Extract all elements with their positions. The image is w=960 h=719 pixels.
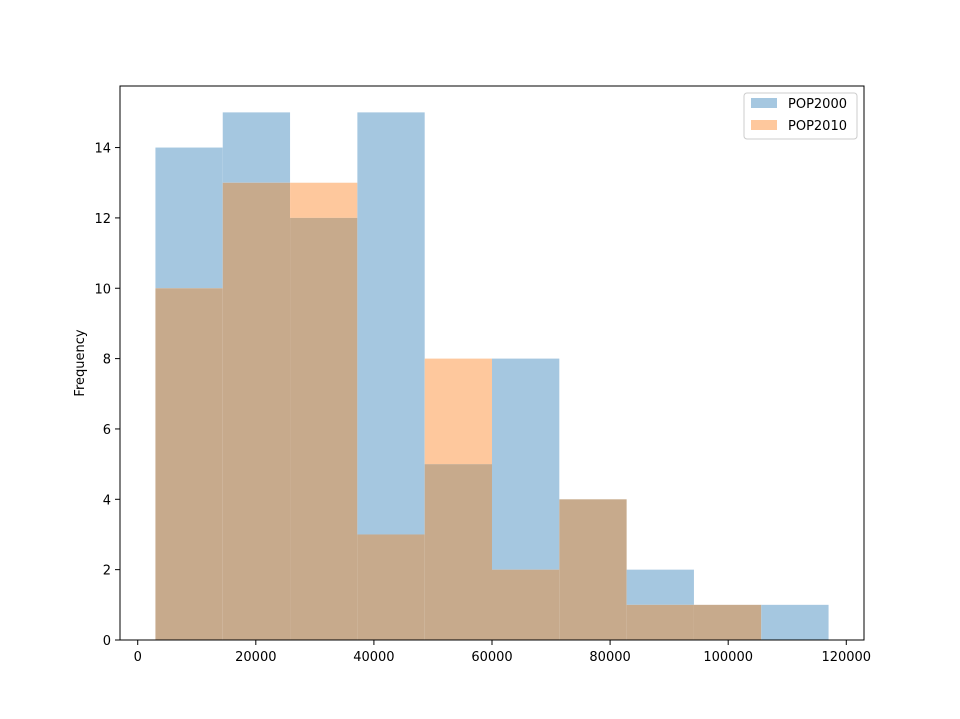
y-tick-label: 14: [94, 142, 111, 157]
y-axis-title: Frequency: [73, 329, 88, 396]
legend: POP2000 POP2010: [743, 92, 858, 140]
bar-overlap: [155, 288, 223, 640]
bar-overlap: [424, 464, 492, 640]
legend-label-pop2010: POP2010: [788, 119, 847, 134]
bar-pop2010: [290, 182, 358, 218]
bar-overlap: [290, 217, 358, 640]
x-tick-label: 80000: [589, 650, 630, 665]
bars-layer: [155, 112, 829, 640]
bar-overlap: [626, 604, 694, 640]
x-tick-label: 40000: [353, 650, 394, 665]
bar-pop2000: [357, 112, 425, 535]
bar-pop2000: [222, 112, 291, 183]
bar-pop2000: [155, 147, 223, 289]
legend-swatch-pop2000: [751, 98, 777, 108]
bar-overlap: [693, 604, 762, 640]
x-tick-label: 120000: [821, 650, 871, 665]
x-tick-label: 20000: [235, 650, 276, 665]
x-axis: 0 20000 40000 60000 80000 100000 120000: [134, 640, 871, 665]
x-tick-label: 60000: [471, 650, 512, 665]
bar-pop2000: [626, 569, 694, 605]
bar-pop2000: [492, 358, 560, 570]
y-tick-label: 0: [103, 634, 111, 649]
y-tick-label: 6: [103, 423, 111, 438]
y-tick-label: 8: [103, 353, 111, 368]
x-tick-label: 0: [134, 650, 142, 665]
bar-overlap: [492, 569, 560, 640]
y-axis: 0 2 4 6 8 10 12 14: [94, 142, 120, 649]
legend-swatch-pop2010: [751, 120, 777, 130]
y-tick-label: 10: [94, 282, 111, 297]
y-tick-label: 12: [94, 212, 111, 227]
bar-pop2010: [424, 358, 492, 465]
bar-overlap: [222, 182, 291, 640]
x-tick-label: 100000: [703, 650, 753, 665]
bar-pop2000: [761, 604, 829, 640]
legend-label-pop2000: POP2000: [788, 97, 847, 112]
bar-overlap: [357, 534, 425, 640]
bar-overlap: [559, 499, 627, 640]
y-tick-label: 4: [103, 493, 111, 508]
y-tick-label: 2: [103, 564, 111, 579]
